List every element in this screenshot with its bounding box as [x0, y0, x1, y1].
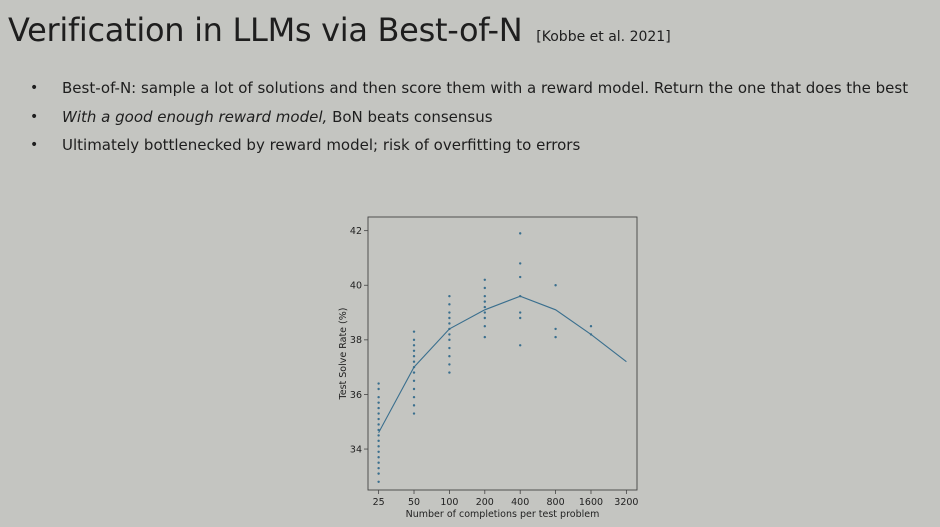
sample-point — [518, 311, 522, 314]
sample-point — [448, 322, 451, 325]
best-of-n-chart: 25 50 100 200 400 800 1600 3200 34 36 38 40 42 Number… — [338, 216, 638, 520]
y-tick-label: 36 — [350, 390, 362, 401]
sample-point — [554, 335, 557, 339]
x-axis-label: Number of completions per test problem — [406, 509, 600, 520]
y-tick-label: 34 — [350, 444, 362, 455]
x-tick-label: 200 — [476, 497, 494, 508]
sample-point — [377, 456, 380, 459]
sample-point — [377, 417, 380, 421]
sample-point — [377, 434, 380, 437]
sample-point — [518, 262, 522, 265]
sample-point — [412, 412, 416, 415]
citation: [Kobbe et al. 2021] — [536, 29, 671, 45]
plot-frame — [367, 216, 638, 491]
bullet-item: Best-of-N: sample a lot of solutions and… — [30, 74, 908, 103]
sample-point — [518, 316, 522, 320]
sample-point — [483, 325, 487, 328]
bullet-emphasis: With a good enough reward model, — [62, 107, 328, 126]
bullet-text: BoN beats consensus — [327, 107, 493, 126]
sample-point — [412, 387, 416, 391]
sample-point — [448, 346, 451, 350]
mean-line — [378, 295, 627, 433]
sample-point — [518, 232, 522, 235]
sample-point — [412, 365, 416, 369]
sample-point — [448, 327, 451, 331]
sample-point — [589, 325, 593, 328]
sample-point — [483, 278, 487, 281]
sample-point — [377, 395, 380, 399]
sample-point — [554, 327, 557, 331]
sample-point — [377, 401, 380, 404]
sample-point — [448, 333, 451, 336]
sample-point — [448, 294, 451, 298]
sample-point — [554, 284, 557, 287]
sample-point — [518, 294, 522, 298]
sample-point — [377, 428, 380, 432]
sample-point — [377, 450, 380, 453]
sample-point — [518, 344, 522, 347]
sample-point — [483, 294, 487, 298]
sample-point — [377, 387, 380, 391]
y-axis-label: Test Solve Rate (%) — [338, 308, 349, 401]
sample-point — [412, 349, 416, 352]
x-tick-label: 50 — [408, 497, 420, 508]
bullet-item: With a good enough reward model, BoN bea… — [30, 103, 908, 132]
sample-point — [377, 472, 380, 475]
x-tick-label: 3200 — [614, 497, 638, 508]
slide-title: Verification in LLMs via Best-of-N [Kobb… — [8, 8, 671, 59]
sample-point — [448, 371, 451, 374]
sample-point — [448, 316, 451, 320]
sample-point — [377, 439, 380, 443]
sample-point — [448, 355, 451, 358]
sample-point — [412, 360, 416, 363]
sample-point — [377, 406, 380, 410]
sample-point — [412, 330, 416, 333]
sample-point — [448, 303, 451, 306]
y-tick-label: 42 — [350, 226, 362, 237]
sample-point — [589, 333, 593, 336]
sample-point — [377, 480, 380, 484]
y-tick-label: 40 — [350, 281, 362, 292]
sample-point — [377, 461, 380, 464]
sample-point — [483, 286, 487, 290]
bullet-text: Ultimately bottlenecked by reward model;… — [62, 136, 581, 154]
x-tick-label: 400 — [511, 497, 529, 508]
bullet-list: Best-of-N: sample a lot of solutions and… — [30, 74, 908, 160]
sample-point — [448, 363, 451, 366]
x-tick-label: 25 — [373, 497, 385, 508]
sample-point — [483, 311, 487, 314]
sample-point — [377, 382, 380, 385]
sample-point — [377, 466, 380, 470]
sample-point — [412, 344, 416, 347]
sample-point — [412, 404, 416, 407]
x-tick-label: 1600 — [579, 497, 603, 508]
sample-point — [448, 338, 451, 342]
sample-point — [412, 338, 416, 342]
sample-point — [412, 371, 416, 374]
x-tick-label: 800 — [547, 497, 565, 508]
sample-point — [412, 355, 416, 358]
sample-point — [518, 275, 522, 279]
sample-point — [412, 379, 416, 382]
title-text: Verification in LLMs via Best-of-N — [8, 11, 523, 49]
sample-point — [412, 395, 416, 399]
sample-point — [448, 311, 451, 314]
sample-point — [483, 335, 487, 339]
y-tick-label: 38 — [350, 335, 362, 346]
x-tick-label: 100 — [440, 497, 458, 508]
sample-point — [483, 305, 487, 309]
bullet-text: Best-of-N: sample a lot of solutions and… — [62, 79, 909, 97]
sample-point — [377, 445, 380, 448]
bullet-item: Ultimately bottlenecked by reward model;… — [30, 131, 908, 160]
sample-point — [377, 412, 380, 415]
sample-point — [483, 316, 487, 320]
sample-point — [377, 423, 380, 426]
sample-point — [483, 300, 487, 303]
